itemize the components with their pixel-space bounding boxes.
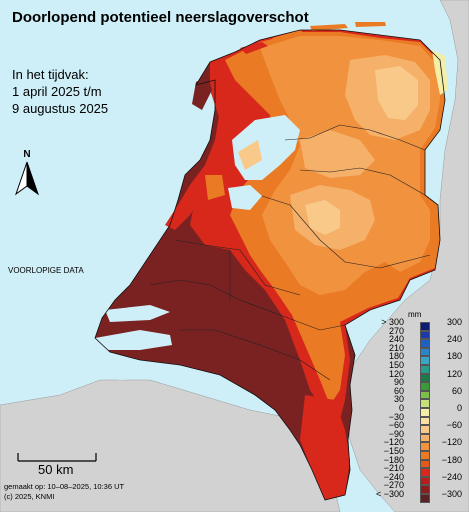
wadden-1 [240, 42, 268, 54]
legend-right-label: 180 [446, 351, 462, 362]
ijsselmeer-green [238, 140, 262, 170]
wadden-2 [272, 30, 305, 42]
legend-right-label: 300 [446, 317, 462, 327]
limburg [300, 395, 350, 500]
north-label: N [23, 149, 30, 160]
legend-swatch [420, 390, 430, 400]
legend-swatch [420, 476, 430, 486]
legend-left-label: −90 [388, 428, 404, 439]
period-block: In het tijdvak: 1 april 2025 t/m 9 augus… [12, 66, 108, 117]
period-line-1: In het tijdvak: [12, 67, 89, 82]
period-line-3: 9 augustus 2025 [12, 101, 109, 116]
legend-swatch [420, 382, 430, 391]
legend-left-label: 180 [388, 351, 404, 362]
wadden-4 [355, 22, 386, 27]
zone-yellow-ne [432, 50, 448, 95]
legend-left-label: 90 [393, 377, 404, 388]
legend-left-label: > 300 [381, 317, 404, 327]
legend-left-label: 0 [398, 403, 404, 413]
zeeland-water-2 [98, 362, 170, 380]
legend-left-label: 150 [388, 360, 404, 370]
belgium-land [0, 379, 341, 512]
legend-left-label: −270 [383, 480, 404, 491]
copyright: (c) 2025, KNMI [4, 492, 55, 501]
legend-right-label: 60 [451, 385, 462, 396]
legend-left-label: 270 [388, 325, 404, 336]
legend-swatch [420, 408, 430, 417]
germany-land [344, 0, 469, 512]
legend-left-label: −60 [388, 420, 404, 431]
legend: mm > 300 270 240 210 180 150 120 90 60 30 0 −30 −60−… [368, 310, 468, 510]
legend-left-label: −30 [388, 411, 404, 422]
legend-left-label: 210 [388, 342, 404, 353]
nl-outline [94, 29, 446, 501]
legend-left-label: 120 [388, 368, 404, 379]
wadden-3 [310, 24, 348, 31]
legend-left-label: −120 [383, 437, 404, 448]
preliminary-data-label: VOORLOPIGE DATA [8, 266, 84, 275]
legend-left-label: −180 [383, 454, 404, 465]
legend-right-label: 120 [446, 368, 462, 379]
legend-right-label: −240 [441, 471, 462, 482]
legend-swatch [420, 416, 430, 426]
legend-unit: mm [408, 310, 422, 319]
zeeland-water-3 [105, 305, 170, 322]
legend-swatch [420, 365, 430, 374]
legend-right-label: 0 [456, 403, 462, 413]
legend-left-label: −210 [383, 463, 404, 474]
legend-left-label: < −300 [375, 489, 404, 499]
legend-swatch [420, 322, 430, 331]
legend-swatch [420, 468, 430, 477]
legend-left-label: 60 [393, 385, 404, 396]
map-title: Doorlopend potentieel neerslagoverschot [12, 9, 309, 26]
legend-swatch [420, 494, 430, 503]
legend-swatch [420, 330, 430, 340]
legend-right-label: 240 [446, 334, 462, 345]
zone-nh-orange [205, 175, 225, 200]
made-date: gemaakt op: 10–08–2025, 10:36 UT [4, 482, 125, 491]
legend-swatch [420, 347, 430, 357]
zone-nh [165, 80, 240, 230]
legend-swatch [420, 425, 430, 434]
legend-left-label: 240 [388, 334, 404, 345]
period-line-2: 1 april 2025 t/m [12, 84, 102, 99]
zeeland-water-1 [95, 330, 172, 350]
legend-left-label: −150 [383, 446, 404, 456]
zone-light-2 [375, 66, 418, 120]
scale-label: 50 km [38, 462, 74, 477]
province-borders [149, 124, 431, 381]
markermeer [228, 185, 262, 210]
legend-swatch [420, 356, 430, 365]
legend-swatch [420, 442, 430, 451]
zone-light-5 [300, 130, 375, 178]
legend-left-label: 30 [393, 394, 404, 405]
legend-right-label: −120 [441, 437, 462, 448]
legend-swatch [420, 451, 430, 460]
legend-swatch [420, 433, 430, 443]
legend-swatch [420, 339, 430, 348]
legend-swatch [420, 373, 430, 383]
north-arrow-icon: N [15, 149, 39, 196]
zone-light-4 [305, 200, 340, 235]
legend-right-label: −300 [441, 489, 462, 499]
meta-info: gemaakt op: 10–08–2025, 10:36 UT (c) 202… [4, 482, 124, 502]
legend-swatch [420, 399, 430, 408]
texel [192, 76, 212, 110]
legend-right-label: −60 [446, 420, 462, 431]
legend-left-label: −240 [383, 471, 404, 482]
legend-swatch [420, 485, 430, 494]
legend-swatch [420, 459, 430, 469]
scale-bar [17, 453, 97, 462]
legend-right-label: −180 [441, 454, 462, 465]
